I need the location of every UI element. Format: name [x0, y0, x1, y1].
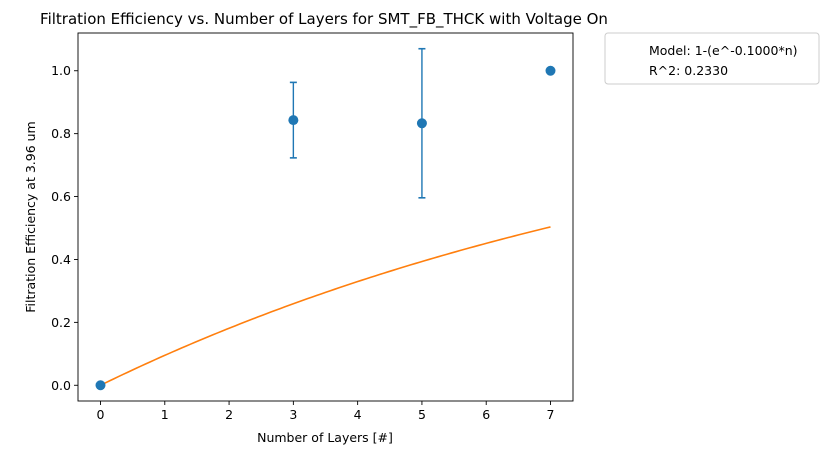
x-tick-label: 0 — [97, 407, 105, 422]
y-tick-label: 0.4 — [51, 252, 71, 267]
y-tick-label: 0.6 — [51, 189, 71, 204]
plot-area — [77, 32, 574, 402]
y-axis: 0.0 0.2 0.4 0.6 0.8 1.0 — [51, 63, 78, 393]
fit-curve-layer — [100, 226, 551, 386]
x-tick-label: 7 — [547, 407, 555, 422]
legend: Model: 1-(e^-0.1000*n) R^2: 0.2330 — [604, 32, 820, 85]
data-point — [95, 380, 106, 391]
x-axis: 0 1 2 3 4 5 6 7 — [97, 401, 555, 422]
y-tick-label: 0.8 — [51, 126, 71, 141]
x-tick-label: 4 — [354, 407, 362, 422]
fit-curve — [100, 226, 551, 386]
x-tick-label: 6 — [482, 407, 490, 422]
x-tick-label: 1 — [161, 407, 169, 422]
y-axis-label: Filtration Efficiency at 3.96 um — [23, 121, 38, 312]
x-tick-label: 5 — [418, 407, 426, 422]
data-points-layer — [95, 47, 556, 391]
data-point — [545, 65, 556, 76]
y-tick-label: 1.0 — [51, 63, 71, 78]
data-point — [288, 115, 299, 126]
data-point — [416, 118, 427, 129]
legend-box — [604, 32, 820, 85]
legend-entry-r2: R^2: 0.2330 — [649, 63, 728, 78]
y-tick-label: 0.0 — [51, 378, 71, 393]
chart-title: Filtration Efficiency vs. Number of Laye… — [40, 10, 608, 29]
legend-entry-model: Model: 1-(e^-0.1000*n) — [649, 43, 798, 58]
x-tick-label: 3 — [289, 407, 297, 422]
x-axis-label: Number of Layers [#] — [257, 430, 393, 445]
y-tick-label: 0.2 — [51, 315, 71, 330]
x-tick-label: 2 — [225, 407, 233, 422]
